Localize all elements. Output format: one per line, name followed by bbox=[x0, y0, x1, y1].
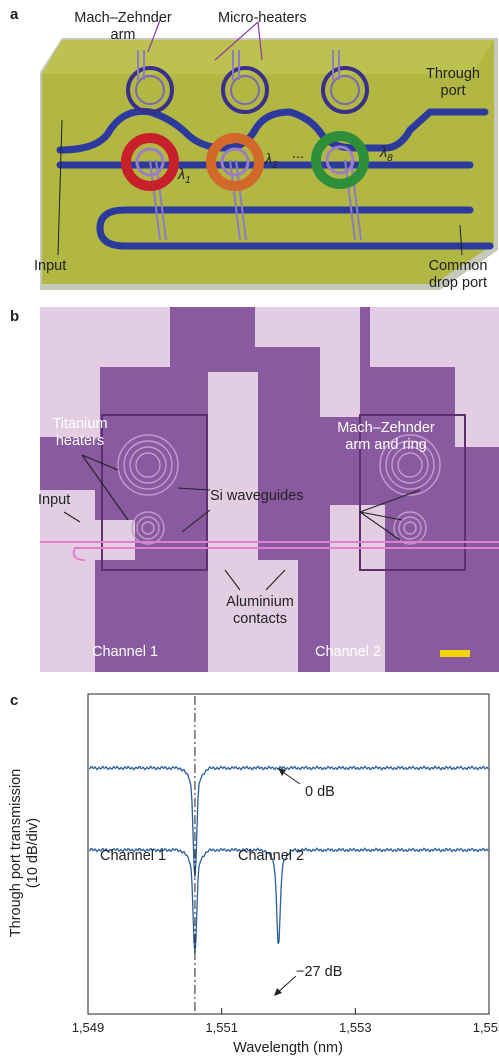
panel-a-letter: a bbox=[10, 6, 19, 23]
label-mz-arm-and-ring: Mach–Zehnder arm and ring bbox=[337, 420, 435, 453]
x-tick-label: 1,553 bbox=[339, 1020, 372, 1035]
panel-b-letter: b bbox=[10, 308, 20, 325]
label-mz-arm: Mach–Zehnder arm bbox=[74, 10, 172, 43]
label-si-waveguides: Si waveguides bbox=[210, 488, 304, 504]
annotation-0db: 0 dB bbox=[305, 784, 335, 800]
label-lambda-8: λ8 bbox=[380, 145, 393, 164]
annotation-channel-2: Channel 2 bbox=[238, 848, 305, 864]
label-channel-2-b: Channel 2 bbox=[315, 644, 382, 660]
label-input-a: Input bbox=[34, 258, 67, 274]
annotation-minus27db: −27 dB bbox=[296, 964, 343, 980]
x-tick-label: 1,549 bbox=[72, 1020, 105, 1035]
label-through-port: Through port bbox=[425, 66, 480, 99]
label-titanium-heaters: Titanium heaters bbox=[52, 416, 108, 449]
label-channel-1-b: Channel 1 bbox=[92, 644, 159, 660]
plot-frame bbox=[87, 693, 490, 1015]
x-tick-label: 1,551 bbox=[205, 1020, 238, 1035]
panel-c-letter: c bbox=[10, 692, 19, 709]
annotation-channel-1: Channel 1 bbox=[100, 848, 167, 864]
label-lambda-1: λ1 bbox=[178, 167, 191, 186]
x-tick-label: 1,555 bbox=[473, 1020, 499, 1035]
transmission-series-2 bbox=[88, 847, 489, 954]
label-micro-heaters: Micro-heaters bbox=[218, 10, 307, 26]
x-axis-label: Wavelength (nm) bbox=[233, 1040, 343, 1056]
label-input-b: Input bbox=[38, 492, 71, 508]
label-aluminium-contacts: Aluminium contacts bbox=[226, 594, 294, 627]
label-lambda-2: λ2 bbox=[265, 152, 278, 171]
y-axis-label: Through port transmission (10 dB/div) bbox=[8, 768, 41, 938]
transmission-series-1 bbox=[88, 765, 489, 878]
label-dots: ... bbox=[292, 146, 305, 162]
label-common-drop-port: Common drop port bbox=[428, 258, 488, 291]
